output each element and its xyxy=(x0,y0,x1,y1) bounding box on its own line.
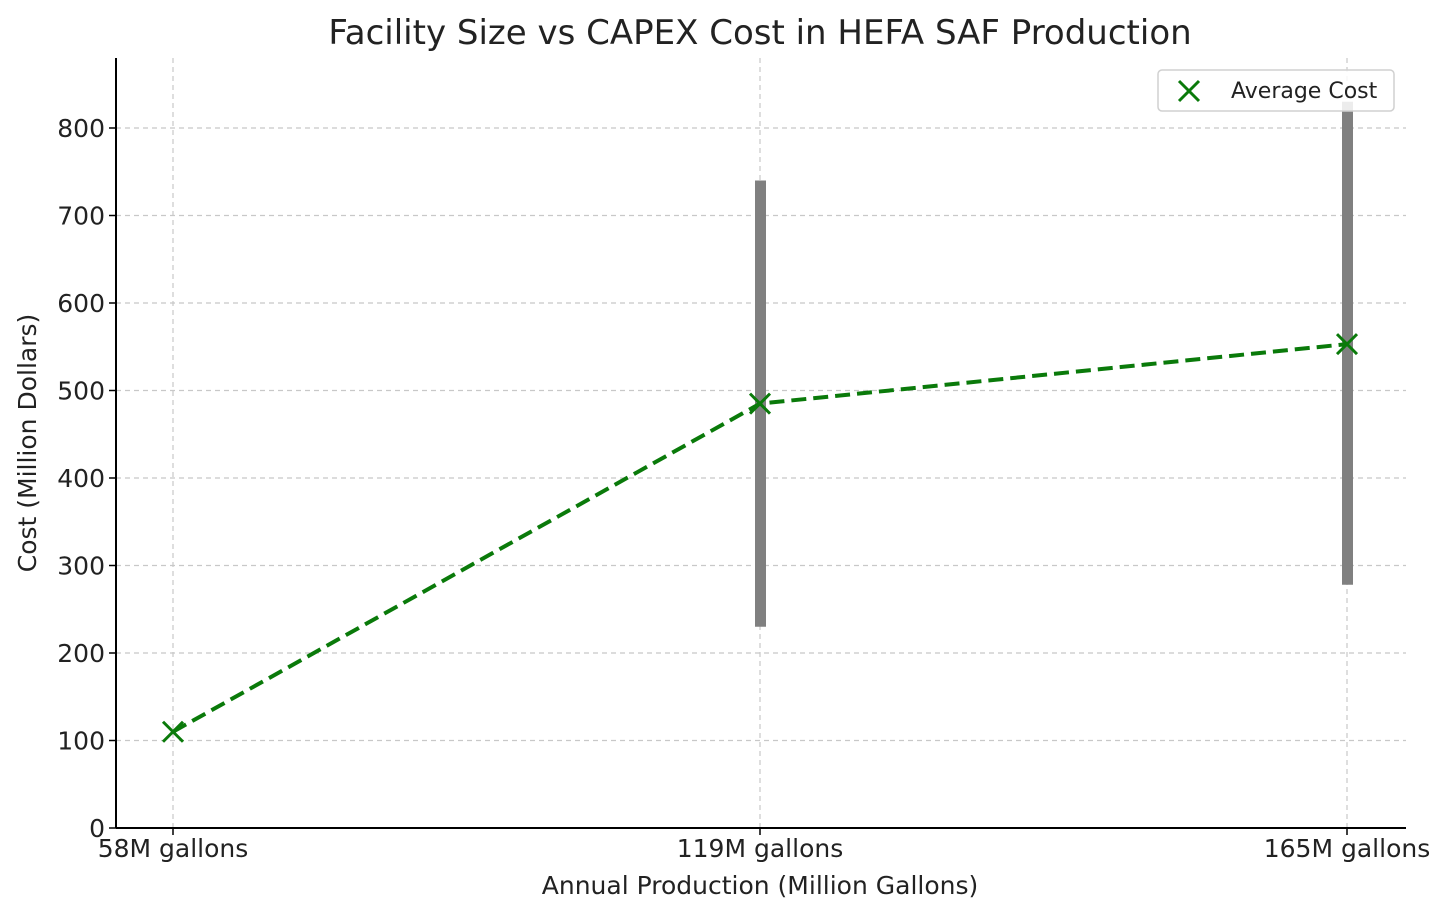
y-tick-label-3: 300 xyxy=(57,552,105,581)
y-tick-label-7: 700 xyxy=(57,202,105,231)
y-tick-label-0: 0 xyxy=(89,814,105,843)
data-point-0-0 xyxy=(161,720,185,743)
data-point-0-2 xyxy=(1335,333,1359,356)
data-point-0-0-stroke-b xyxy=(161,720,185,743)
y-tick-label-1: 100 xyxy=(57,727,105,756)
legend-label: Average Cost xyxy=(1231,79,1378,104)
legend-marker-x xyxy=(1177,79,1201,103)
x-tick-label-2: 165M gallons xyxy=(1264,834,1430,863)
legend-marker-x-icon xyxy=(1177,79,1201,103)
chart-title: Facility Size vs CAPEX Cost in HEFA SAF … xyxy=(328,13,1191,53)
y-tick-label-6: 600 xyxy=(57,289,105,318)
data-point-0-2-stroke-b xyxy=(1335,333,1359,356)
average-cost-series xyxy=(161,333,1359,743)
tick-labels: 0 100 200 300 400 500 600 700 800 58M gallons 119M… xyxy=(57,114,1430,863)
y-tick-label-4: 400 xyxy=(57,464,105,493)
legend-marker-x-stroke-b xyxy=(1177,79,1201,103)
y-tick-label-8: 800 xyxy=(57,114,105,143)
data-point-0-1 xyxy=(748,392,772,415)
y-tick-label-5: 500 xyxy=(57,377,105,406)
legend-box xyxy=(1157,69,1395,112)
y-tick-label-2: 200 xyxy=(57,639,105,668)
legend: Average Cost xyxy=(1157,69,1395,112)
axes xyxy=(109,58,1406,835)
x-axis-label: Annual Production (Million Gallons) xyxy=(542,871,979,900)
x-tick-label-0: 58M gallons xyxy=(98,834,249,863)
y-axis-label: Cost (Million Dollars) xyxy=(13,314,42,573)
cost-range-bars xyxy=(755,101,1353,627)
x-tick-label-1: 119M gallons xyxy=(677,834,843,863)
data-point-0-1-stroke-b xyxy=(748,392,772,415)
